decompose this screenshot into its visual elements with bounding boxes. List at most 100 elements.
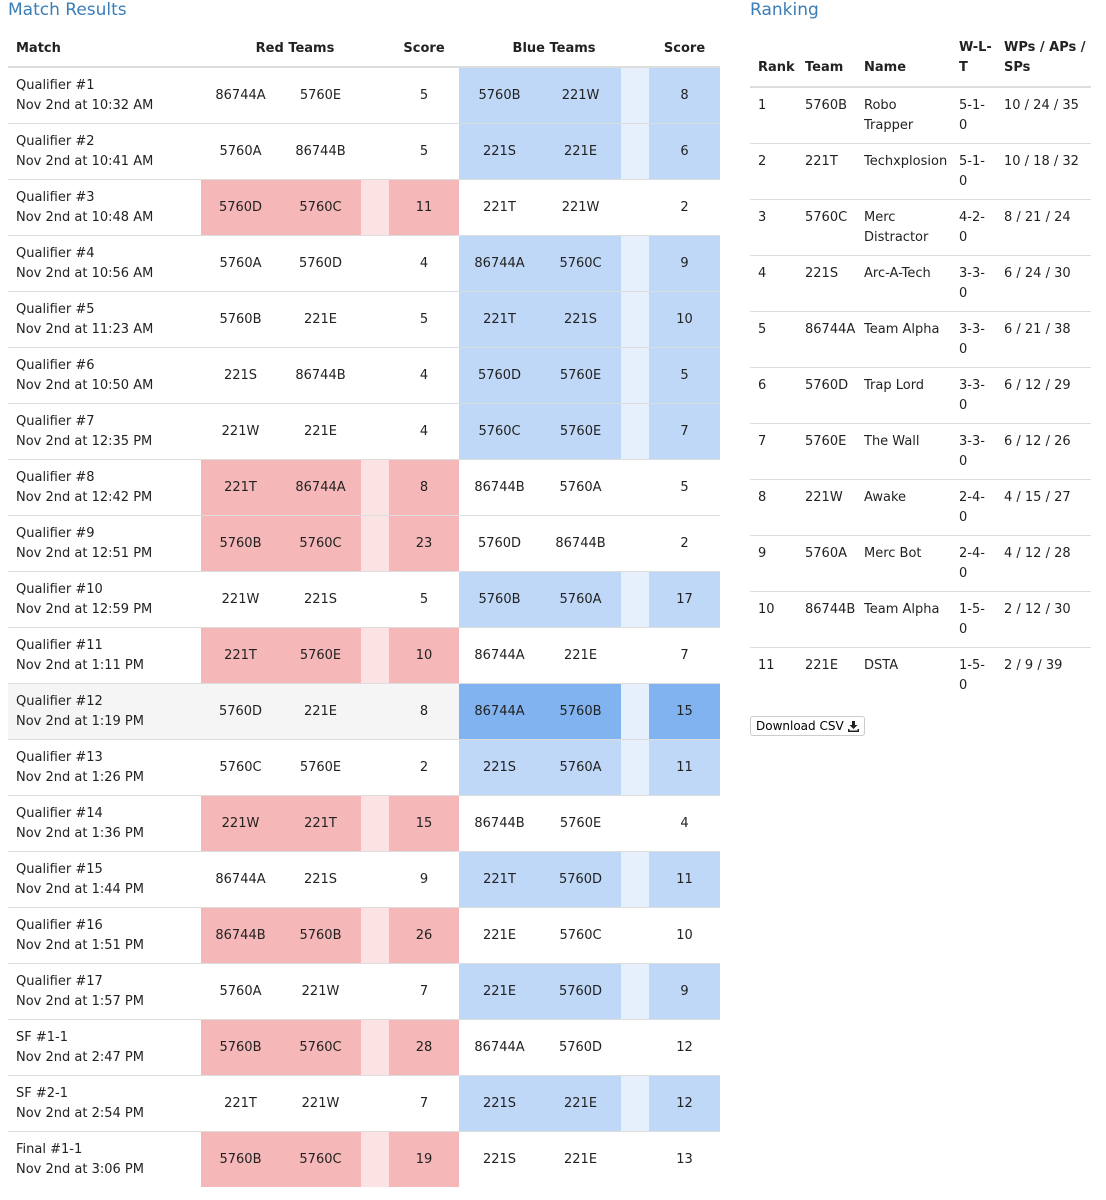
team-name: Trap Lord [856, 367, 951, 424]
spacer [621, 1075, 650, 1132]
blue-team: 221W [540, 179, 622, 236]
spacer [361, 571, 390, 628]
match-name: Qualifier #11 [16, 637, 103, 653]
team: 5760D [797, 367, 856, 424]
team: 221S [797, 255, 856, 312]
spacer [621, 123, 650, 180]
blue-team: 86744A [459, 683, 541, 740]
match-row: SF #2-1 Nov 2nd at 2:54 PM 221T 221W 7 221S 22… [8, 1075, 721, 1132]
match-time: Nov 2nd at 1:11 PM [16, 657, 144, 673]
rank: 10 [750, 591, 797, 648]
blue-score: 9 [649, 963, 721, 1020]
blue-team: 86744A [459, 235, 541, 292]
spacer [621, 403, 650, 460]
match-name: Qualifier #12 [16, 693, 103, 709]
blue-team: 221T [459, 179, 541, 236]
points: 10 / 18 / 32 [996, 143, 1091, 200]
spacer [361, 347, 390, 404]
red-team: 5760E [280, 66, 361, 124]
red-score: 23 [389, 515, 460, 572]
red-team: 5760E [280, 627, 361, 684]
blue-score: 11 [649, 739, 721, 796]
column-header: Score [649, 30, 721, 68]
ranking-row: 3 5760C Merc Distractor 4-2-0 8 / 21 / 24 [750, 199, 1091, 256]
blue-team: 221E [459, 963, 541, 1020]
red-team: 5760D [280, 235, 361, 292]
team-name: Arc-A-Tech [856, 255, 951, 312]
red-team: 5760A [201, 123, 280, 180]
red-team: 221W [201, 403, 280, 460]
match-name: Qualifier #2 [16, 133, 95, 149]
blue-team: 5760D [540, 851, 622, 908]
match-row: Qualifier #6 Nov 2nd at 10:50 AM 221S 86744… [8, 347, 721, 404]
match-row: Qualifier #3 Nov 2nd at 10:48 AM 5760D 5760… [8, 179, 721, 236]
blue-team: 221S [459, 1075, 541, 1132]
blue-score: 12 [649, 1075, 721, 1132]
spacer [621, 347, 650, 404]
red-team: 221T [201, 1075, 280, 1132]
blue-score: 7 [649, 403, 721, 460]
spacer [621, 1019, 650, 1076]
team-name: Techxplosion [856, 143, 951, 200]
record: 3-3-0 [951, 255, 996, 312]
red-team: 86744A [201, 66, 280, 124]
points: 10 / 24 / 35 [996, 86, 1091, 144]
blue-score: 8 [649, 66, 721, 124]
red-score: 8 [389, 459, 460, 516]
red-team: 221T [280, 795, 361, 852]
match-name: Qualifier #14 [16, 805, 103, 821]
red-team: 5760D [201, 683, 280, 740]
red-team: 221E [280, 683, 361, 740]
red-team: 221E [280, 291, 361, 348]
record: 3-3-0 [951, 423, 996, 480]
match-cell: Qualifier #7 Nov 2nd at 12:35 PM [8, 403, 201, 460]
red-team: 86744A [280, 459, 361, 516]
rank: 9 [750, 535, 797, 592]
column-header: Rank [750, 38, 797, 88]
team-name: Team Alpha [856, 591, 951, 648]
blue-score: 5 [649, 459, 721, 516]
ranking-row: 4 221S Arc-A-Tech 3-3-0 6 / 24 / 30 [750, 255, 1091, 312]
ranking-row: 5 86744A Team Alpha 3-3-0 6 / 21 / 38 [750, 311, 1091, 368]
points: 6 / 24 / 30 [996, 255, 1091, 312]
rank: 4 [750, 255, 797, 312]
match-row: Qualifier #12 Nov 2nd at 1:19 PM 5760D 221E… [8, 683, 721, 740]
blue-team: 5760A [540, 459, 622, 516]
button-label: Download CSV [756, 719, 844, 733]
team: 5760C [797, 199, 856, 256]
blue-team: 221S [459, 739, 541, 796]
points: 4 / 15 / 27 [996, 479, 1091, 536]
team-name: The Wall [856, 423, 951, 480]
match-row: Qualifier #14 Nov 2nd at 1:36 PM 221W 221T 1… [8, 795, 721, 852]
match-cell: Qualifier #4 Nov 2nd at 10:56 AM [8, 235, 201, 292]
red-team: 221E [280, 403, 361, 460]
points: 4 / 12 / 28 [996, 535, 1091, 592]
match-name: Qualifier #10 [16, 581, 103, 597]
match-cell: Qualifier #6 Nov 2nd at 10:50 AM [8, 347, 201, 404]
match-time: Nov 2nd at 1:19 PM [16, 713, 144, 729]
spacer [361, 403, 390, 460]
blue-team: 86744B [459, 795, 541, 852]
match-cell: Qualifier #5 Nov 2nd at 11:23 AM [8, 291, 201, 348]
blue-team: 221T [459, 291, 541, 348]
match-cell: Qualifier #14 Nov 2nd at 1:36 PM [8, 795, 201, 852]
blue-score: 10 [649, 291, 721, 348]
spacer [621, 66, 650, 124]
match-time: Nov 2nd at 11:23 AM [16, 321, 154, 337]
blue-team: 5760B [459, 571, 541, 628]
spacer [621, 179, 650, 236]
red-team: 5760C [280, 515, 361, 572]
section-title: Match Results [8, 0, 127, 20]
match-time: Nov 2nd at 1:57 PM [16, 993, 144, 1009]
match-cell: Qualifier #1 Nov 2nd at 10:32 AM [8, 66, 201, 124]
match-name: Qualifier #4 [16, 245, 95, 261]
match-row: Qualifier #16 Nov 2nd at 1:51 PM 86744B 576… [8, 907, 721, 964]
match-row: Qualifier #10 Nov 2nd at 12:59 PM 221W 221S… [8, 571, 721, 628]
red-score: 5 [389, 291, 460, 348]
blue-team: 5760D [540, 1019, 622, 1076]
rank: 5 [750, 311, 797, 368]
red-team: 86744B [280, 123, 361, 180]
download-button[interactable]: Download CSV [750, 716, 865, 736]
column-header: Red Teams [201, 30, 390, 68]
